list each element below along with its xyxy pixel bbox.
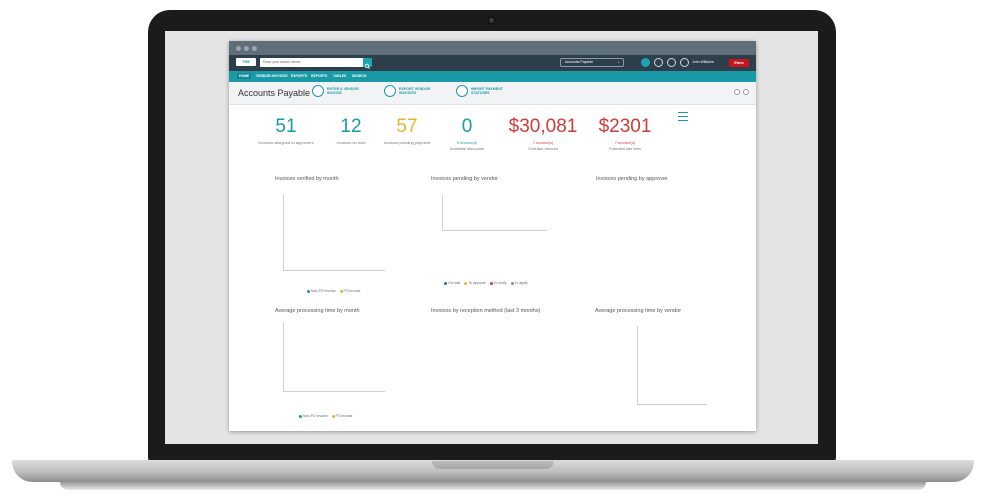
legend-label: PO invoice <box>335 414 353 418</box>
kpi-overdue-sub: 7 invoice(s) <box>532 140 554 145</box>
legend-label: To verify <box>493 281 507 285</box>
main-nav <box>229 71 756 82</box>
help-icon[interactable] <box>641 58 650 67</box>
kpi-discounts-label: Available discounts <box>449 146 485 151</box>
legend-dot <box>510 281 514 285</box>
user-name[interactable]: John Wiltshire <box>692 60 714 64</box>
chart-title-avg-processing-by-month: Average processing time by month <box>275 308 360 314</box>
legend-label: Non-PO invoice <box>311 289 336 293</box>
search-icon <box>364 63 371 70</box>
legend-dot <box>339 289 343 293</box>
export-vendor-invoices-button[interactable]: EXPORT VENDOR INVOICES <box>399 87 431 96</box>
hamburger-icon[interactable] <box>678 112 688 113</box>
kpi-assigned-label: Invoices assigned to approvers <box>258 140 314 145</box>
kpi-late-fees-label: Potential late fees <box>609 146 641 151</box>
module-select[interactable]: Accounts Payable ⌄ <box>560 58 624 67</box>
settings-button[interactable] <box>743 89 749 95</box>
kpi-overdue-value[interactable]: $30,081 <box>508 116 578 137</box>
kpi-assigned-value[interactable]: 51 <box>275 116 297 137</box>
legend-label: PO invoice <box>343 289 361 293</box>
app-window <box>229 41 756 431</box>
window-minimize-button[interactable] <box>244 46 249 51</box>
chevron-down-icon: ⌄ <box>617 60 620 64</box>
kpi-on-hold-label: Invoices on hold <box>336 140 366 145</box>
legend-dot <box>489 281 493 285</box>
nav-reports[interactable]: REPORTS <box>311 74 328 78</box>
nav-search[interactable]: SEARCH <box>352 74 367 78</box>
laptop-base <box>12 460 974 482</box>
search-input[interactable]: Enter your search terms <box>260 58 364 67</box>
invoice-icon[interactable] <box>312 85 324 97</box>
refresh-button[interactable] <box>734 89 740 95</box>
import-icon[interactable] <box>456 85 468 97</box>
legend-dot <box>299 414 302 418</box>
chart-verified-x-axis <box>283 270 385 271</box>
page-title: Accounts Payable <box>238 88 311 98</box>
nav-home[interactable]: HOME <box>237 73 252 79</box>
legend-dot <box>307 289 310 293</box>
export-icon[interactable] <box>384 85 396 97</box>
chart-vendor-x-axis <box>442 230 547 231</box>
legend-dot <box>444 281 447 285</box>
kpi-pending-payment-value[interactable]: 57 <box>396 116 418 137</box>
kpi-late-fees-value[interactable]: $2301 <box>598 116 652 137</box>
chart-title-avg-processing-by-vendor: Average processing time by vendor <box>595 308 682 314</box>
chart-title-pending-by-approver: Invoices pending by approver <box>596 176 668 182</box>
chart-avg-vendor-x-axis <box>637 404 707 405</box>
hamburger-icon-line <box>678 120 688 121</box>
kpi-on-hold-value[interactable]: 12 <box>340 116 362 137</box>
nav-tables[interactable]: TABLES <box>333 74 347 78</box>
chart-title-pending-by-vendor: Invoices pending by vendor <box>431 176 498 182</box>
hamburger-icon-line <box>678 116 688 117</box>
module-select-value: Accounts Payable <box>565 60 594 64</box>
chat-icon[interactable] <box>654 58 663 67</box>
window-maximize-button[interactable] <box>252 46 257 51</box>
chart-verified-legend: Non-PO invoice PO invoice <box>304 289 360 293</box>
legend-dot <box>464 281 468 285</box>
enter-vendor-invoice-button[interactable]: ENTER A VENDOR INVOICE <box>327 87 359 96</box>
chart-verified-y-axis <box>283 195 284 270</box>
chart-title-by-reception-method: Invoices by reception method (last 3 mon… <box>431 308 541 314</box>
nav-vendor-invoices[interactable]: VENDOR INVOICES <box>256 74 288 78</box>
laptop-base-bottom <box>60 482 926 490</box>
chart-vendor-y-axis <box>442 195 443 230</box>
user-avatar-icon[interactable] <box>680 58 689 67</box>
webcam-icon <box>487 16 496 25</box>
legend-label: To apply <box>514 281 528 285</box>
chart-title-verified-by-month: Invoices verified by month <box>275 176 339 182</box>
legend-dot <box>331 414 335 418</box>
chart-avg-vendor-y-axis <box>637 326 638 404</box>
kpi-discounts-value[interactable]: 0 <box>461 116 473 137</box>
laptop-notch <box>432 461 554 469</box>
kpi-pending-payment-label: Invoices pending payment <box>383 140 431 145</box>
legend-label: To approve <box>468 281 486 285</box>
legend-label: On hold <box>448 281 461 285</box>
import-payment-statuses-button[interactable]: IMPORT PAYMENT STATUSES <box>471 87 503 96</box>
notifications-icon[interactable] <box>667 58 676 67</box>
kpi-late-fees-sub: 7 invoice(s) <box>614 140 636 145</box>
window-close-button[interactable] <box>236 46 241 51</box>
page-header <box>229 82 756 105</box>
kpi-discounts-sub: 0 invoice(s) <box>456 140 478 145</box>
kpi-overdue-label: Overdue amount <box>528 146 558 151</box>
legend-label: Non-PO invoice <box>303 414 328 418</box>
brand-logo: Elms <box>729 59 749 67</box>
search-button[interactable] <box>363 58 372 70</box>
chart-avg-month-y-axis <box>283 323 284 391</box>
chart-avg-month-x-axis <box>283 391 385 392</box>
window-titlebar <box>229 41 756 55</box>
app-logo[interactable]: TRE <box>236 58 256 66</box>
nav-exports[interactable]: EXPORTS <box>291 74 308 78</box>
chart-avg-month-legend: Non-PO invoice PO invoice <box>296 414 352 418</box>
chart-vendor-legend: On hold To approve To verify To apply <box>441 281 528 285</box>
